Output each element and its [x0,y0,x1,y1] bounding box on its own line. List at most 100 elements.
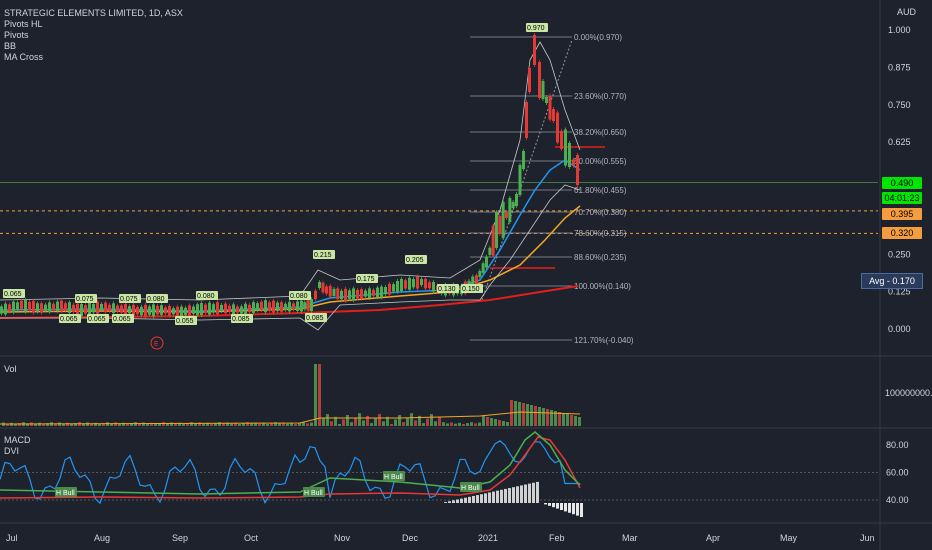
volume-bar [26,423,29,426]
level-badge-1: 0.395 [882,208,922,220]
volume-bar [382,421,385,426]
volume-bar [98,424,101,426]
volume-bar [518,402,521,426]
volume-bar [90,423,93,426]
macd-histogram-bar [568,503,571,513]
candle [80,304,83,316]
time-axis-label: Oct [244,533,259,543]
volume-bar [210,424,213,426]
candle [220,305,223,311]
pivot-label-bg [75,294,97,303]
indicator-ma-cross[interactable]: MA Cross [4,52,44,62]
pivot-label-bg [196,291,218,300]
macd-histogram-bar [460,498,463,503]
candle [176,306,179,317]
macd-tick-label: 60.00 [886,468,909,478]
pivot-label: 0.075 [120,296,138,303]
volume-bar [558,412,561,426]
level-badge-2: 0.320 [882,227,922,239]
volume-bar [474,423,477,426]
candle [188,305,191,317]
candle [508,198,512,222]
signal-badge-label: H Bull [384,474,403,481]
volume-bar [14,424,17,426]
volume-bar [526,404,529,426]
volume-bar [110,423,113,426]
candle [224,303,227,314]
macd-histogram-bar [456,499,459,503]
candle [515,194,518,206]
time-axis-label: Nov [334,533,351,543]
candle [152,304,155,317]
candle [96,301,99,314]
candle [212,304,215,313]
volume-bar [566,414,569,426]
candle [485,256,488,268]
volume-bar [470,422,473,426]
candle [314,290,317,300]
candle [116,305,119,312]
candle [332,288,336,297]
candle [328,285,332,297]
indicator-bb[interactable]: BB [4,41,17,51]
volume-bar [278,423,281,426]
pivot-label-bg [175,316,197,325]
time-axis-label: Apr [706,533,720,543]
macd-histogram-bar [572,503,575,515]
signal-badge-label: H Bull [304,490,323,497]
candle [216,302,219,315]
candle [228,305,231,312]
volume-bar [318,364,321,426]
volume-bar [358,413,361,426]
time-axis-label: Feb [549,533,565,543]
volume-bar [454,423,457,426]
volume-bar [282,422,285,426]
candle [20,300,23,310]
candle [192,306,195,314]
volume-bar [514,401,517,426]
event-marker-label: E [154,341,159,348]
volume-bar [202,423,205,426]
price-tick-label: 0.250 [888,249,911,259]
volume-bar [314,364,317,426]
macd-histogram-bar [560,503,563,510]
currency-label: AUD [897,7,917,17]
macd-histogram-bar [556,503,559,509]
volume-bar [486,417,489,426]
pivot-label: 0.205 [406,257,424,264]
volume-bar [522,403,525,426]
signal-badge [460,482,482,492]
volume-bar [186,423,189,426]
time-axis-label: Dec [402,533,419,543]
volume-bar [426,418,429,426]
candle [240,306,243,314]
candle [360,289,363,299]
indicator-pivots[interactable]: Pivots [4,30,29,40]
indicator-pivots-hl[interactable]: Pivots HL [4,19,43,29]
candle [292,303,295,310]
volume-bar [154,424,157,426]
candle [144,304,147,317]
candle [318,282,321,288]
candle [340,290,343,300]
volume-bar [206,422,209,426]
pivot-label: 0.080 [147,296,165,303]
candle [132,304,135,316]
candle [356,290,359,299]
countdown-badge: 04:01:23 [882,192,922,204]
candle [284,303,287,310]
price-tick-label: 0.875 [888,62,911,72]
pivot-label: 0.065 [60,316,78,323]
candle [518,165,522,195]
candle [396,281,399,292]
candle [548,95,552,120]
macd-histogram-bar [448,501,451,503]
volume-bar [374,418,377,426]
volume-bar [498,420,501,426]
volume-bar [274,422,277,426]
dvi-line [0,440,580,505]
volume-bar [502,421,505,426]
macd-histogram-bar [524,484,527,503]
macd-tick-label: 40.00 [886,495,909,505]
